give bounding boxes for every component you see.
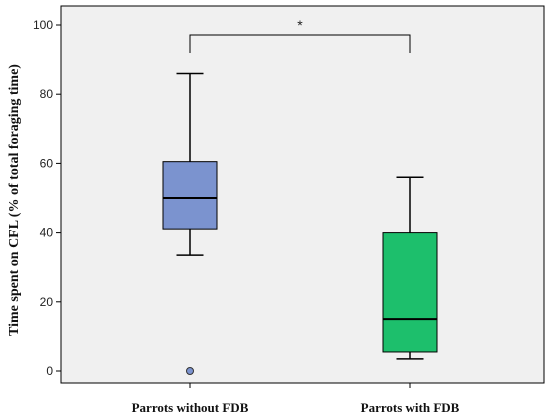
x-category-label: Parrots without FDB: [132, 400, 249, 415]
y-tick-label: 20: [40, 295, 54, 309]
y-axis-ticks: 0 20 40 60 80 100: [33, 18, 61, 378]
iqr-box: [162, 161, 218, 230]
outlier-point: [186, 367, 194, 375]
x-category-label: Parrots with FDB: [361, 400, 460, 415]
y-tick-label: 60: [40, 156, 54, 170]
y-tick-label: 80: [40, 87, 54, 101]
y-tick-label: 100: [33, 18, 53, 32]
box-group: Parrots with FDB: [361, 176, 460, 415]
boxes-layer: Parrots without FDB Parrots with FDB: [132, 72, 460, 415]
iqr-box: [382, 232, 438, 353]
significance-label: *: [297, 17, 303, 33]
plot-area: [60, 5, 545, 384]
significance-bracket: [189, 34, 411, 53]
y-axis-title: Time spent on CFL (% of total foraging t…: [7, 64, 22, 336]
box-group: Parrots without FDB: [132, 72, 249, 415]
y-tick-label: 0: [46, 364, 53, 378]
annotations-layer: *: [189, 17, 411, 53]
y-tick-label: 40: [40, 226, 54, 240]
